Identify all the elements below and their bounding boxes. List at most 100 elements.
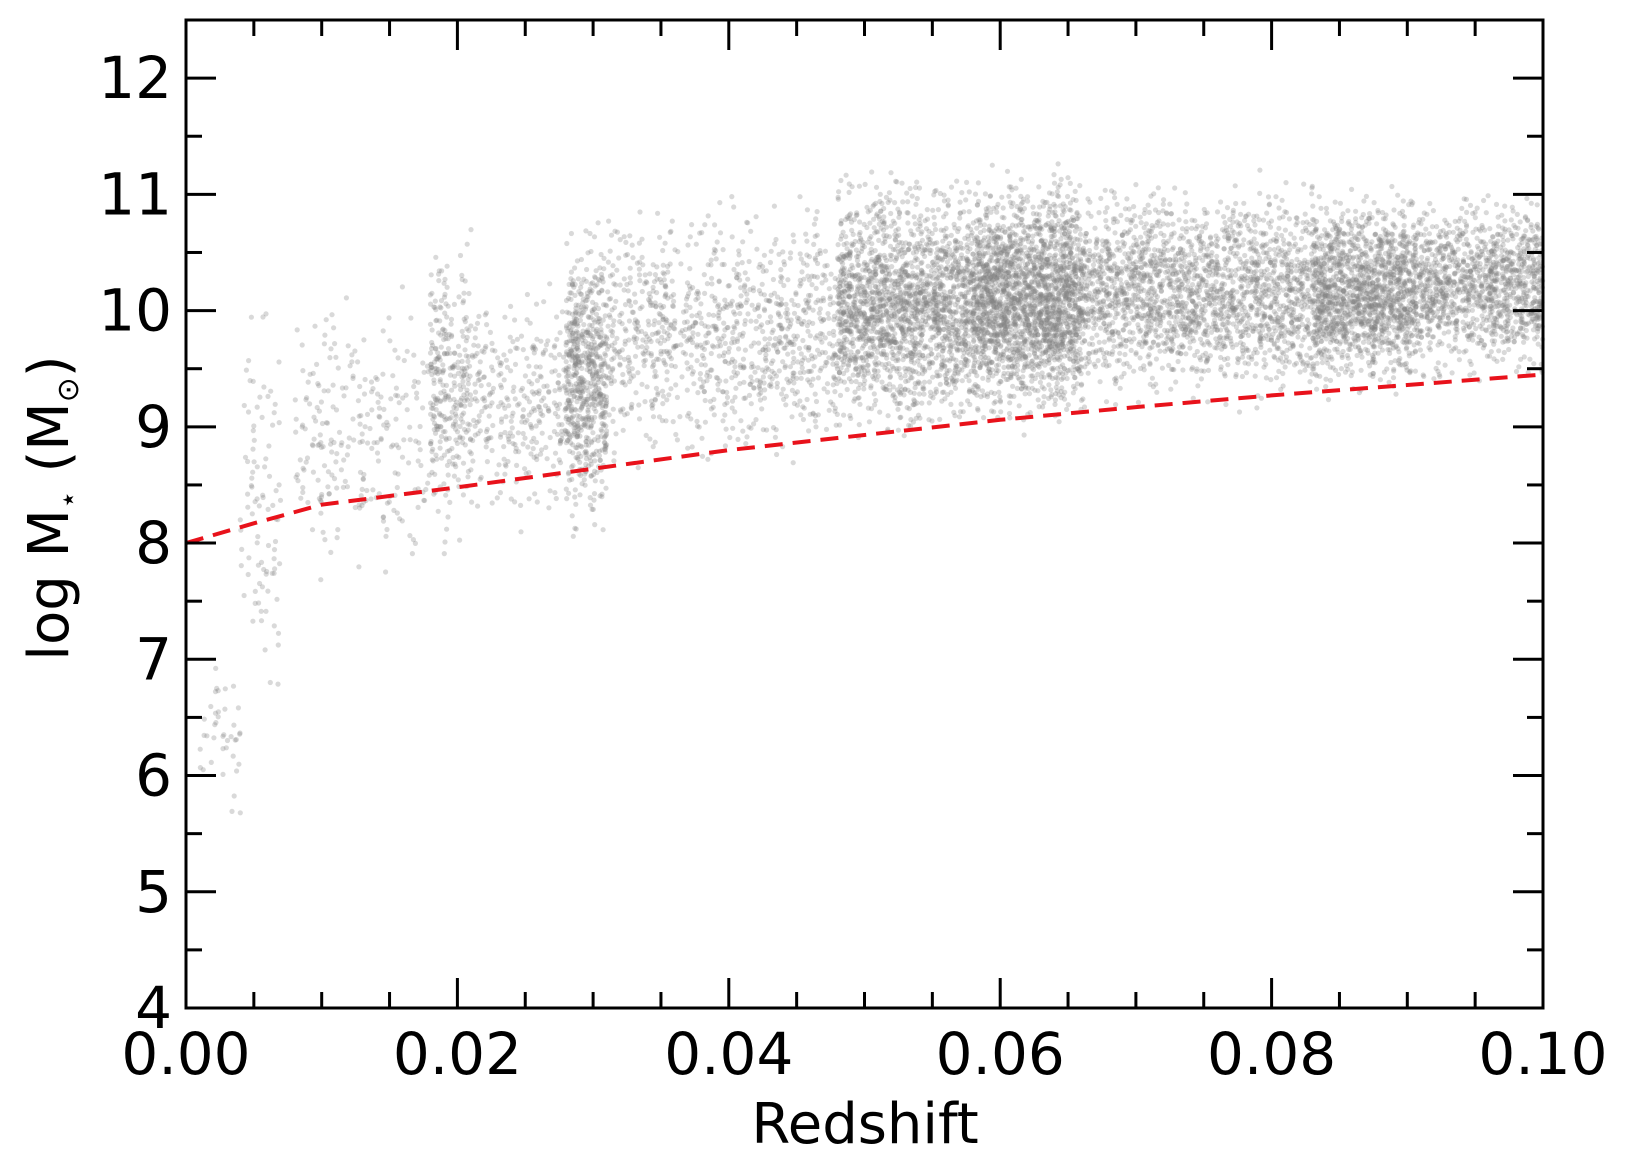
scatter-point <box>335 365 341 371</box>
scatter-point <box>613 431 619 437</box>
scatter-point <box>325 469 331 475</box>
scatter-point <box>563 428 569 434</box>
scatter-point <box>650 302 656 308</box>
scatter-point <box>642 357 649 363</box>
scatter-point <box>591 406 597 412</box>
scatter-point <box>614 267 620 273</box>
scatter-point <box>756 384 762 390</box>
scatter-point <box>600 372 607 378</box>
scatter-point <box>830 328 837 334</box>
scatter-point <box>484 459 490 465</box>
scatter-point <box>663 362 669 368</box>
scatter-point <box>951 409 957 415</box>
scatter-point <box>452 383 458 389</box>
scatter-point <box>569 390 575 396</box>
scatter-point <box>586 362 592 368</box>
scatter-point <box>580 389 586 395</box>
scatter-point <box>957 199 963 205</box>
scatter-point <box>595 390 601 396</box>
scatter-point <box>687 234 693 240</box>
scatter-point <box>432 370 438 376</box>
scatter-point <box>471 342 477 348</box>
scatter-point <box>633 390 639 396</box>
scatter-point <box>349 359 355 365</box>
scatter-point <box>376 491 382 497</box>
scatter-point <box>592 402 598 408</box>
scatter-point <box>936 265 942 271</box>
scatter-point <box>843 172 849 178</box>
scatter-point <box>444 526 450 532</box>
scatter-point <box>872 402 878 408</box>
scatter-point <box>830 361 836 367</box>
scatter-point <box>807 292 814 298</box>
scatter-point <box>443 393 449 399</box>
scatter-point <box>573 424 579 430</box>
scatter-point <box>573 407 579 413</box>
scatter-point <box>570 413 576 419</box>
scatter-point <box>452 362 458 368</box>
scatter-point <box>588 314 594 320</box>
scatter-point <box>458 416 464 422</box>
scatter-point <box>569 357 575 363</box>
scatter-point <box>601 439 608 445</box>
scatter-point <box>830 354 836 360</box>
scatter-point <box>401 437 407 443</box>
scatter-point <box>431 304 437 310</box>
scatter-point <box>511 384 517 390</box>
scatter-point <box>904 272 910 278</box>
scatter-point <box>850 336 857 342</box>
scatter-point <box>806 428 812 434</box>
scatter-point <box>567 320 573 326</box>
scatter-point <box>412 378 418 384</box>
scatter-point <box>601 302 607 308</box>
scatter-point <box>737 310 743 317</box>
scatter-point <box>963 197 969 203</box>
scatter-point <box>627 275 633 281</box>
scatter-point <box>826 315 832 321</box>
scatter-point <box>664 397 670 403</box>
scatter-point <box>461 426 468 433</box>
scatter-point <box>563 405 569 411</box>
scatter-point <box>502 462 508 468</box>
scatter-point <box>251 437 257 443</box>
scatter-point <box>612 348 618 354</box>
scatter-point <box>878 208 884 214</box>
scatter-point <box>588 423 594 429</box>
scatter-point <box>762 387 768 393</box>
scatter-point <box>223 745 229 751</box>
scatter-point <box>533 301 540 307</box>
scatter-point <box>743 441 749 447</box>
scatter-point <box>588 394 594 400</box>
scatter-point <box>953 318 959 324</box>
scatter-point <box>259 584 265 590</box>
scatter-point <box>594 396 600 402</box>
scatter-point <box>636 240 643 246</box>
scatter-point <box>329 449 335 455</box>
scatter-point <box>335 527 341 533</box>
scatter-point <box>428 441 434 447</box>
scatter-point <box>628 405 635 412</box>
scatter-point <box>492 348 498 354</box>
scatter-point <box>767 336 773 342</box>
scatter-point <box>753 214 759 220</box>
scatter-point <box>464 397 470 403</box>
scatter-point <box>305 379 311 385</box>
scatter-point <box>446 416 452 422</box>
scatter-point <box>457 382 463 388</box>
scatter-point <box>588 332 594 338</box>
scatter-point <box>528 451 534 457</box>
scatter-point <box>659 418 666 424</box>
scatter-point <box>578 393 584 399</box>
scatter-point <box>330 404 336 410</box>
scatter-point <box>554 336 560 342</box>
scatter-point <box>241 402 247 409</box>
scatter-point <box>906 315 912 321</box>
scatter-point <box>625 288 631 294</box>
scatter-point <box>936 341 943 347</box>
scatter-point <box>578 374 585 381</box>
scatter-point <box>509 425 515 431</box>
scatter-point <box>552 410 559 417</box>
scatter-point <box>475 377 481 383</box>
scatter-point <box>1051 172 1057 178</box>
scatter-point <box>236 761 242 767</box>
